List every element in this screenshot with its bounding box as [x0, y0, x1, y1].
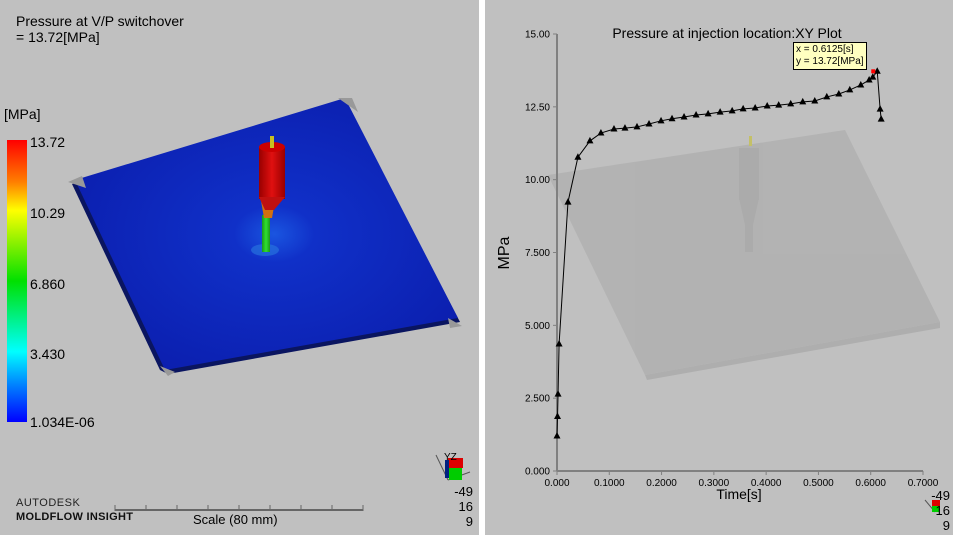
data-point-marker[interactable] — [716, 108, 724, 115]
tooltip-x: x = 0.6125[s] — [796, 44, 854, 55]
legend-label: 10.29 — [30, 205, 66, 221]
ghost-model — [548, 130, 940, 380]
moldflow-insight-logo: MOLDFLOW INSIGHT — [16, 511, 134, 523]
triad-value: 16 — [935, 503, 950, 518]
triad-value: -49 — [454, 484, 473, 499]
xy-plot[interactable]: Pressure at injection location:XY Plot M… — [485, 0, 953, 535]
data-point-marker[interactable] — [835, 90, 843, 97]
data-point-marker[interactable] — [873, 67, 881, 74]
scale-label: Scale (80 mm) — [193, 512, 278, 527]
chart-title: Pressure at injection location:XY Plot — [612, 25, 841, 41]
x-tick-label: 0.3000 — [699, 478, 730, 489]
data-point-marker[interactable] — [586, 136, 594, 144]
result-view-panel[interactable]: Pressure at V/P switchover = 13.72[MPa] … — [0, 0, 479, 535]
y-tick-label: 5.000 — [525, 321, 550, 332]
result-name: Pressure at V/P switchover — [16, 13, 184, 29]
x-tick-label: 0.4000 — [751, 478, 782, 489]
data-point-marker[interactable] — [763, 101, 771, 109]
data-point-marker[interactable] — [597, 129, 605, 136]
y-tick-label: 0.000 — [525, 467, 550, 478]
data-point-marker[interactable] — [877, 115, 885, 122]
y-tick-label: 10.00 — [525, 175, 550, 186]
legend-label-min: 1.034E-06 — [30, 414, 95, 430]
data-point-marker[interactable] — [857, 80, 865, 88]
data-point-marker[interactable] — [823, 92, 831, 100]
x-tick-label: 0.1000 — [594, 478, 625, 489]
y-tick-label: 15.00 — [525, 30, 550, 41]
data-point-marker[interactable] — [787, 99, 795, 107]
model-3d-view[interactable] — [0, 0, 479, 535]
data-point-tooltip: x = 0.6125[s] y = 13.72[MPa] — [793, 42, 867, 70]
data-point-marker[interactable] — [865, 76, 873, 83]
data-point-marker[interactable] — [692, 110, 700, 118]
data-point-marker[interactable] — [564, 198, 572, 205]
selected-point-marker[interactable] — [871, 69, 876, 74]
triad-value: -49 — [931, 488, 950, 503]
result-title: Pressure at V/P switchover = 13.72[MPa] — [16, 13, 184, 45]
triad-value: 9 — [465, 514, 473, 529]
y-tick-label: 7.500 — [525, 248, 550, 259]
data-point-marker[interactable] — [680, 113, 688, 120]
data-point-marker[interactable] — [621, 124, 629, 131]
xy-plot-panel[interactable]: Pressure at injection location:XY Plot M… — [485, 0, 953, 535]
legend-label: 6.860 — [30, 276, 66, 292]
data-point-marker[interactable] — [574, 153, 582, 160]
data-point-marker[interactable] — [554, 412, 562, 420]
x-tick-label: 0.7000 — [908, 478, 939, 489]
data-point-marker[interactable] — [657, 116, 665, 124]
color-legend-bar — [7, 140, 27, 422]
y-tick-label: 2.500 — [525, 394, 550, 405]
x-tick-label: 0.000 — [544, 478, 569, 489]
data-point-marker[interactable] — [610, 124, 618, 132]
data-point-marker[interactable] — [799, 97, 807, 105]
data-point-marker[interactable] — [876, 105, 884, 112]
x-tick-label: 0.2000 — [646, 478, 677, 489]
sprue-runner — [259, 136, 285, 252]
data-point-marker[interactable] — [704, 109, 712, 117]
y-tick-label: 12.50 — [525, 102, 550, 113]
tooltip-y: y = 13.72[MPa] — [796, 56, 864, 67]
result-value: = 13.72[MPa] — [16, 29, 100, 45]
data-point-marker[interactable] — [739, 104, 747, 112]
data-point-marker[interactable] — [554, 390, 562, 397]
data-point-marker[interactable] — [633, 122, 641, 130]
legend-unit: [MPa] — [4, 106, 41, 122]
legend-label: 3.430 — [30, 346, 66, 362]
x-tick-label: 0.6000 — [855, 478, 886, 489]
data-point-marker[interactable] — [553, 432, 561, 439]
triad-value: 16 — [458, 499, 473, 514]
data-point-marker[interactable] — [811, 97, 819, 104]
data-point-marker[interactable] — [846, 85, 854, 93]
axis-triad-icon — [924, 499, 940, 513]
autodesk-logo: AUTODESK — [16, 497, 81, 509]
data-point-marker[interactable] — [645, 120, 653, 127]
x-tick-label: 0.5000 — [803, 478, 834, 489]
x-axis-label: Time[s] — [716, 486, 761, 502]
data-point-marker[interactable] — [775, 101, 783, 108]
y-axis-label: MPa — [496, 236, 513, 269]
legend-label-max: 13.72 — [30, 134, 66, 150]
data-point-marker[interactable] — [869, 73, 877, 80]
data-point-marker[interactable] — [751, 103, 759, 111]
data-point-marker[interactable] — [555, 339, 563, 347]
triad-value: 9 — [942, 518, 950, 533]
data-point-marker[interactable] — [668, 114, 676, 122]
data-point-marker[interactable] — [728, 106, 736, 114]
